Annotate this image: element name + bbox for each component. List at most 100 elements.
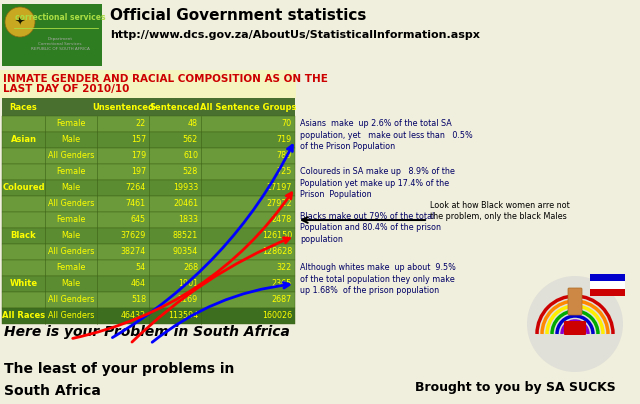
Text: 126150: 126150 <box>262 231 292 240</box>
Text: All Sentence Groups: All Sentence Groups <box>200 103 296 112</box>
Text: 27922: 27922 <box>266 200 292 208</box>
Circle shape <box>5 7 35 37</box>
Text: 464: 464 <box>131 280 146 288</box>
Text: Races: Races <box>10 103 37 112</box>
Text: 179: 179 <box>131 152 146 160</box>
Text: http://www.dcs.gov.za/AboutUs/StatisticalInformation.aspx: http://www.dcs.gov.za/AboutUs/Statistica… <box>110 30 480 40</box>
Text: 160026: 160026 <box>262 311 292 320</box>
Text: Asian: Asian <box>10 135 36 145</box>
Text: All Genders: All Genders <box>48 200 94 208</box>
Text: All Genders: All Genders <box>48 248 94 257</box>
Text: 2169: 2169 <box>178 295 198 305</box>
Text: Official Government statistics: Official Government statistics <box>110 8 366 23</box>
Text: 22: 22 <box>136 120 146 128</box>
Text: correctional services: correctional services <box>15 13 105 23</box>
Text: ✦: ✦ <box>15 15 25 29</box>
Text: 2365: 2365 <box>272 280 292 288</box>
FancyBboxPatch shape <box>2 164 295 180</box>
Text: 322: 322 <box>276 263 292 273</box>
Text: Coloured: Coloured <box>2 183 45 192</box>
Text: 19933: 19933 <box>173 183 198 192</box>
FancyBboxPatch shape <box>2 212 295 228</box>
FancyBboxPatch shape <box>2 180 295 196</box>
Text: Department
Correctional Services
REPUBLIC OF SOUTH AFRICA: Department Correctional Services REPUBLI… <box>31 37 90 51</box>
Text: Here is your Problem in South Africa: Here is your Problem in South Africa <box>4 325 290 339</box>
Text: Male: Male <box>61 231 81 240</box>
FancyBboxPatch shape <box>2 132 295 148</box>
Text: 2478: 2478 <box>272 215 292 225</box>
FancyBboxPatch shape <box>2 148 295 164</box>
Text: 48: 48 <box>188 120 198 128</box>
FancyBboxPatch shape <box>2 196 295 212</box>
FancyBboxPatch shape <box>2 244 295 260</box>
Text: All Genders: All Genders <box>48 311 94 320</box>
FancyBboxPatch shape <box>2 228 295 244</box>
Text: 37629: 37629 <box>120 231 146 240</box>
Text: Although whites make  up about  9.5%
of the total population they only make
up 1: Although whites make up about 9.5% of th… <box>300 263 456 295</box>
Text: All Genders: All Genders <box>48 295 94 305</box>
FancyBboxPatch shape <box>590 274 625 281</box>
Text: 562: 562 <box>183 135 198 145</box>
Text: Female: Female <box>56 120 86 128</box>
Text: Asians  make  up 2.6% of the total SA
population, yet   make out less than   0.5: Asians make up 2.6% of the total SA popu… <box>300 119 473 152</box>
Text: 1833: 1833 <box>178 215 198 225</box>
FancyBboxPatch shape <box>564 321 586 335</box>
Text: 70: 70 <box>282 120 292 128</box>
Text: Black: Black <box>11 231 36 240</box>
Circle shape <box>527 276 623 372</box>
FancyBboxPatch shape <box>2 4 102 66</box>
Text: 789: 789 <box>276 152 292 160</box>
Text: Brought to you by SA SUCKS: Brought to you by SA SUCKS <box>415 381 616 394</box>
Text: 725: 725 <box>276 168 292 177</box>
Text: Unsentenced: Unsentenced <box>92 103 154 112</box>
Text: Sentenced: Sentenced <box>150 103 200 112</box>
FancyBboxPatch shape <box>0 70 296 98</box>
Text: Look at how Black women arre not
the problem, only the black Males: Look at how Black women arre not the pro… <box>430 201 570 221</box>
Text: 7461: 7461 <box>126 200 146 208</box>
Text: The least of your problems in
South Africa: The least of your problems in South Afri… <box>4 362 234 398</box>
Text: 1901: 1901 <box>178 280 198 288</box>
FancyBboxPatch shape <box>2 260 295 276</box>
FancyBboxPatch shape <box>568 288 582 315</box>
Text: 528: 528 <box>183 168 198 177</box>
Text: Female: Female <box>56 215 86 225</box>
Text: 610: 610 <box>183 152 198 160</box>
Text: Male: Male <box>61 183 81 192</box>
Text: 157: 157 <box>131 135 146 145</box>
FancyBboxPatch shape <box>2 292 295 308</box>
Text: 38274: 38274 <box>121 248 146 257</box>
Text: All Races: All Races <box>2 311 45 320</box>
FancyBboxPatch shape <box>2 98 295 116</box>
Text: 113594: 113594 <box>168 311 198 320</box>
Text: 88521: 88521 <box>173 231 198 240</box>
Text: 645: 645 <box>131 215 146 225</box>
Text: 2687: 2687 <box>272 295 292 305</box>
Text: LAST DAY OF 2010/10: LAST DAY OF 2010/10 <box>3 84 129 94</box>
FancyBboxPatch shape <box>590 289 625 296</box>
FancyBboxPatch shape <box>590 281 625 289</box>
FancyBboxPatch shape <box>2 276 295 292</box>
Text: Female: Female <box>56 168 86 177</box>
Text: 27197: 27197 <box>266 183 292 192</box>
Text: Coloureds in SA make up   8.9% of the
Population yet make up 17.4% of the
Prison: Coloureds in SA make up 8.9% of the Popu… <box>300 167 455 199</box>
Text: INMATE GENDER AND RACIAL COMPOSITION AS ON THE: INMATE GENDER AND RACIAL COMPOSITION AS … <box>3 74 328 84</box>
FancyBboxPatch shape <box>2 308 295 324</box>
Text: 197: 197 <box>131 168 146 177</box>
Text: Male: Male <box>61 135 81 145</box>
Text: 268: 268 <box>183 263 198 273</box>
Text: 7264: 7264 <box>125 183 146 192</box>
Text: 46432: 46432 <box>121 311 146 320</box>
FancyBboxPatch shape <box>0 0 640 70</box>
Text: 128628: 128628 <box>262 248 292 257</box>
Text: 20461: 20461 <box>173 200 198 208</box>
Text: Female: Female <box>56 263 86 273</box>
Text: 719: 719 <box>276 135 292 145</box>
Text: 54: 54 <box>136 263 146 273</box>
Text: Blacks make out 79% of the total
Population and 80.4% of the prison
population: Blacks make out 79% of the total Populat… <box>300 212 441 244</box>
FancyBboxPatch shape <box>2 116 295 132</box>
Text: Male: Male <box>61 280 81 288</box>
Text: White: White <box>10 280 38 288</box>
Text: All Genders: All Genders <box>48 152 94 160</box>
Text: 90354: 90354 <box>173 248 198 257</box>
Text: 518: 518 <box>131 295 146 305</box>
